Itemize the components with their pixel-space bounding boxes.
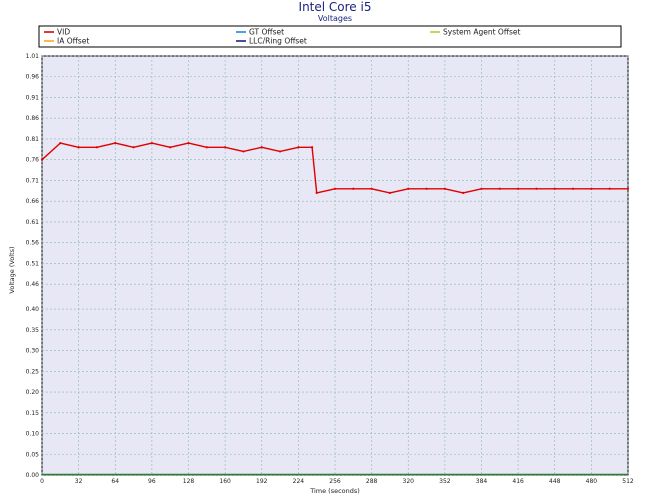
- series-point: [498, 187, 501, 190]
- series-point: [425, 187, 428, 190]
- y-tick-label: 0.71: [26, 177, 40, 184]
- series-point: [571, 187, 575, 190]
- series-point: [462, 191, 465, 195]
- series-point: [114, 142, 117, 145]
- y-tick-label: 0.66: [26, 198, 40, 205]
- chart-subtitle: Voltages: [318, 14, 352, 23]
- y-tick-label: 0.35: [26, 327, 40, 334]
- series-point: [388, 191, 392, 195]
- series-point: [205, 146, 208, 149]
- x-axis-label: Time (seconds): [309, 487, 360, 495]
- y-tick-label: 0.91: [26, 94, 40, 101]
- y-tick-label: 0.15: [26, 410, 40, 417]
- series-point: [352, 187, 355, 190]
- series-point: [311, 146, 314, 149]
- legend-label: System Agent Offset: [443, 28, 521, 37]
- series-point: [535, 187, 538, 190]
- x-tick-label: 320: [403, 478, 415, 485]
- x-tick-label: 352: [439, 478, 451, 485]
- y-tick-label: 0.00: [26, 472, 40, 479]
- x-tick-label: 0: [40, 478, 44, 485]
- series-point: [333, 187, 337, 190]
- x-tick-label: 416: [512, 478, 524, 485]
- x-tick-label: 64: [111, 478, 119, 485]
- x-axis-ticks: 0 32 64 96 128 160 192 224 256 288 320 352 384 416 448…: [40, 478, 634, 485]
- series-line: [41, 142, 628, 194]
- x-tick-label: 448: [549, 478, 561, 485]
- series-point: [242, 150, 245, 153]
- y-axis-ticks: 1.01 0.96 0.91 0.86 0.81 0.76 0.71 0.66 0.61 0.56…: [26, 53, 40, 479]
- legend-label: VID: [57, 28, 70, 37]
- series-point: [260, 146, 263, 149]
- series-point: [443, 187, 446, 190]
- series-point: [553, 187, 556, 190]
- y-axis-label: Voltage (Volts): [8, 246, 16, 293]
- series-point: [407, 187, 410, 190]
- x-tick-label: 512: [622, 478, 634, 485]
- legend: VID GT Offset System Agent Offset IA Offset…: [44, 28, 521, 46]
- series-point: [224, 146, 227, 149]
- series-point: [95, 146, 99, 149]
- y-tick-label: 0.96: [26, 74, 40, 81]
- y-tick-label: 0.86: [26, 115, 40, 122]
- series-point: [132, 146, 135, 149]
- series-point: [480, 187, 483, 190]
- series-point: [315, 191, 318, 195]
- x-tick-label: 32: [75, 478, 83, 485]
- y-tick-label: 0.51: [26, 260, 40, 267]
- x-tick-label: 384: [476, 478, 488, 485]
- legend-box: [38, 25, 622, 48]
- series-point: [608, 187, 611, 190]
- series-point: [297, 146, 300, 149]
- x-tick-label: 480: [586, 478, 598, 485]
- grid: [41, 55, 629, 476]
- series: [40, 142, 630, 195]
- series-point: [370, 187, 373, 190]
- series-point: [77, 146, 80, 149]
- x-tick-label: 128: [183, 478, 195, 485]
- series-point: [169, 146, 172, 149]
- y-tick-label: 0.81: [26, 136, 40, 143]
- legend-label: GT Offset: [249, 28, 284, 37]
- y-tick-label: 0.30: [26, 348, 40, 355]
- series-point: [517, 187, 520, 190]
- series-point: [150, 142, 153, 145]
- series-point: [40, 158, 44, 161]
- x-tick-label: 96: [148, 478, 156, 485]
- series-point: [590, 187, 593, 190]
- y-tick-label: 0.56: [26, 240, 40, 247]
- y-tick-label: 0.05: [26, 451, 40, 458]
- series-point: [278, 150, 282, 153]
- y-tick-label: 0.46: [26, 281, 40, 288]
- y-tick-label: 1.01: [26, 53, 40, 60]
- y-tick-label: 0.76: [26, 157, 40, 164]
- y-tick-label: 0.61: [26, 219, 40, 226]
- x-tick-label: 256: [329, 478, 341, 485]
- series-point: [626, 187, 630, 190]
- x-tick-label: 224: [293, 478, 305, 485]
- y-tick-label: 0.10: [26, 431, 40, 438]
- x-tick-label: 160: [219, 478, 231, 485]
- y-tick-label: 0.20: [26, 389, 40, 396]
- legend-label: IA Offset: [57, 37, 89, 46]
- series-point: [187, 142, 190, 145]
- series-point: [59, 142, 62, 145]
- y-tick-label: 0.25: [26, 368, 40, 375]
- y-tick-label: 0.40: [26, 306, 40, 313]
- x-tick-label: 192: [256, 478, 268, 485]
- legend-label: LLC/Ring Offset: [249, 37, 307, 46]
- x-tick-label: 288: [366, 478, 378, 485]
- chart-title: Intel Core i5: [299, 0, 372, 14]
